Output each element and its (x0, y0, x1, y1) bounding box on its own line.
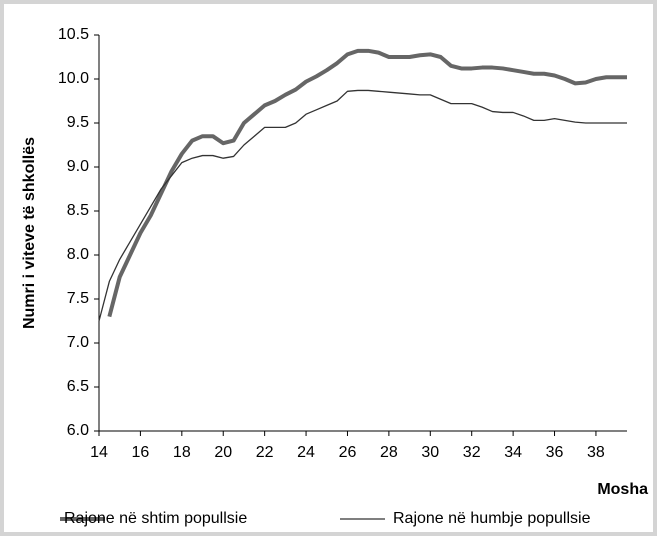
x-tick-label: 22 (256, 444, 274, 461)
x-tick-label: 36 (546, 444, 564, 461)
line-series (107, 48, 627, 318)
y-tick-label: 10.5 (58, 26, 89, 43)
legend-label: Rajone në humbje popullsie (393, 510, 591, 527)
y-tick-label: 7.5 (67, 290, 89, 307)
x-tick-label: 38 (587, 444, 605, 461)
x-tick-label: 16 (132, 444, 150, 461)
y-tick-label: 9.5 (67, 114, 89, 131)
y-tick-label: 6.0 (67, 422, 89, 439)
y-axis-label: Numri i viteve të shkollës (21, 137, 38, 329)
x-tick-label: 14 (90, 444, 108, 461)
y-tick-label: 6.5 (67, 378, 89, 395)
y-tick-label: 8.5 (67, 202, 89, 219)
x-tick-label: 24 (297, 444, 315, 461)
x-tick-label: 32 (463, 444, 481, 461)
y-tick-label: 7.0 (67, 334, 89, 351)
x-tick-label: 30 (421, 444, 439, 461)
x-axis-label: Mosha (597, 481, 648, 498)
x-tick-label: 34 (504, 444, 522, 461)
line-series (98, 89, 627, 322)
y-tick-label: 8.0 (67, 246, 89, 263)
legend-label: Rajone në shtim popullsie (64, 510, 247, 527)
y-tick-label: 9.0 (67, 158, 89, 175)
x-tick-label: 26 (339, 444, 357, 461)
y-tick-label: 10.0 (58, 70, 89, 87)
x-tick-label: 28 (380, 444, 398, 461)
x-tick-label: 18 (173, 444, 191, 461)
x-tick-label: 20 (214, 444, 232, 461)
